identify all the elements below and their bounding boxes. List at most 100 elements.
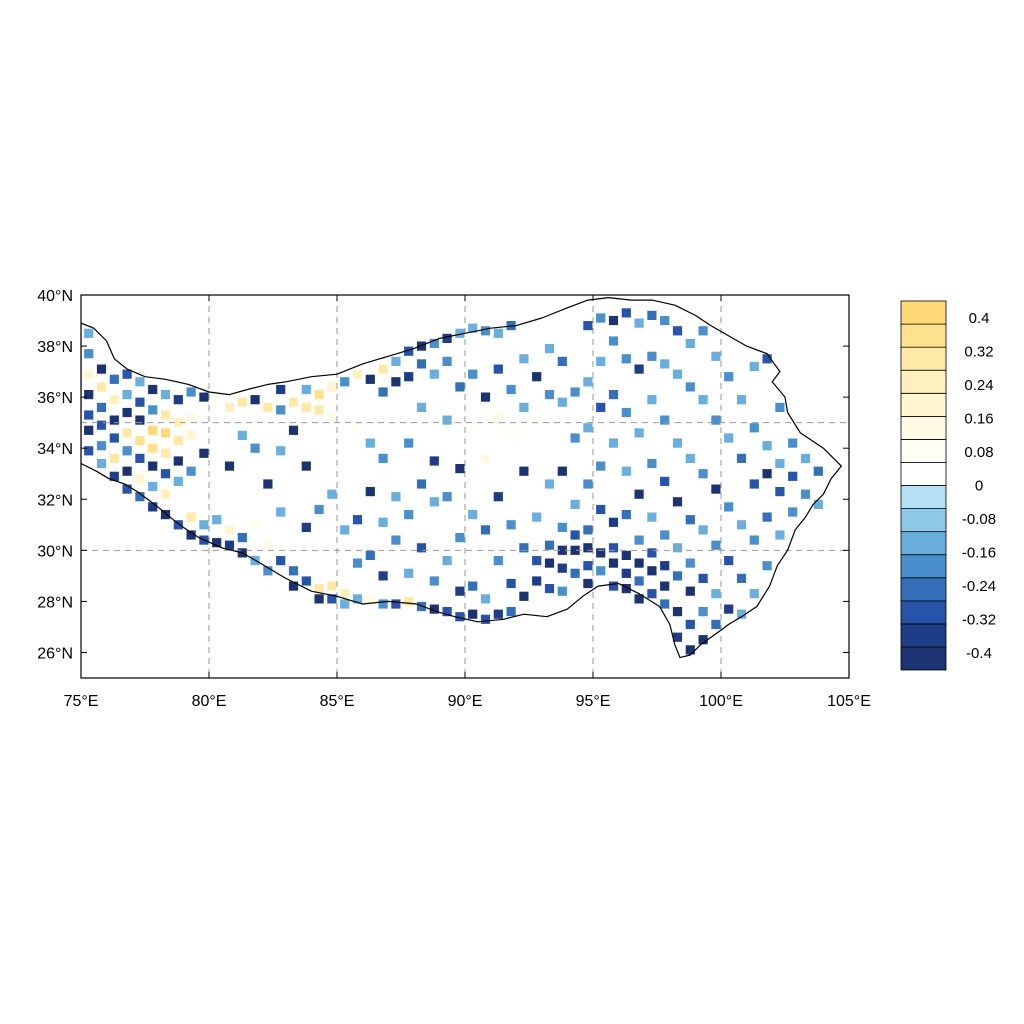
data-cell [570,433,580,443]
data-cell [224,525,235,535]
data-cell [749,479,759,489]
data-cell [544,558,555,568]
data-cell [506,520,516,530]
data-cell [557,545,567,555]
y-tick-label: 36°N [37,390,73,407]
data-cell [237,397,247,407]
data-cell [263,402,273,412]
colorbar-label: -0.4 [966,645,992,662]
data-cell [608,390,619,400]
data-cell [506,578,516,589]
data-cell [122,407,132,418]
data-cell [160,489,171,499]
data-cell [276,384,286,395]
data-cell [340,599,350,609]
data-cell [468,369,478,379]
x-tick-label: 80°E [192,693,227,710]
x-tick-label: 90°E [448,693,483,710]
x-tick-label: 75°E [64,693,99,710]
data-cell [327,581,337,591]
data-cell [135,492,145,502]
data-cell [468,510,478,520]
data-cell [352,369,363,379]
colorbar-swatch [900,300,947,325]
data-cell [327,594,337,604]
data-cell [352,423,363,433]
data-cell [749,361,759,372]
data-cell [634,318,644,328]
data-cell [544,584,555,594]
data-cell [583,543,593,553]
data-cell [557,522,567,532]
data-cell [84,390,94,400]
data-cell [660,599,670,609]
data-cell [135,415,145,425]
data-cell [365,596,375,606]
data-cell [378,453,388,463]
data-cell [468,323,478,333]
data-cell [173,435,183,446]
data-cell [327,413,337,423]
region-boundary-layer [81,297,842,659]
data-cell [660,315,670,326]
data-cell [212,515,222,525]
data-cell [532,413,542,423]
data-cell [685,515,695,525]
gridlines-layer [81,295,849,678]
data-cell [186,387,196,397]
data-cell [583,423,593,433]
data-cell [378,517,388,527]
data-cell [596,356,606,366]
colorbar-swatch [900,485,947,510]
data-cell [122,390,132,400]
data-cell [634,489,644,499]
data-cell [532,372,542,382]
data-cell [762,512,772,522]
data-cell [660,476,670,486]
data-cell [647,395,657,405]
data-cell [135,377,145,387]
data-cell [96,441,107,451]
axis-ticks-layer: 75°E 80°E 85°E 90°E 95°E 100°E 105°E 26°N 28°N 30… [37,288,871,710]
data-cell [237,430,247,440]
data-cell [711,540,721,550]
data-cell [365,374,375,384]
colorbar-label: 0.24 [964,377,993,394]
data-cell [224,461,235,471]
data-cell [212,538,222,548]
data-cell [109,453,119,463]
data-cell [327,382,337,392]
data-cell [544,540,555,550]
data-cell [352,594,363,604]
data-cell [263,540,273,550]
data-cell [647,458,657,469]
data-cell [711,589,721,599]
data-cell [442,556,452,566]
data-cell [276,507,286,517]
colorbar-swatch [900,323,947,348]
data-cell [276,446,286,456]
y-tick-label: 30°N [37,543,73,560]
data-cell [506,428,516,438]
data-cell [724,502,734,512]
colorbar-swatch [900,623,947,648]
data-cell [416,402,427,412]
data-cell [621,407,631,418]
data-cell [519,354,529,364]
data-cell [660,561,670,571]
colorbar-swatch [900,415,947,440]
data-cell [596,402,606,412]
data-cell [135,453,145,463]
data-cell [672,632,683,642]
data-cell [762,561,772,571]
data-cell [596,504,606,515]
data-cell [608,543,619,553]
x-tick-label: 100°E [699,693,743,710]
data-cell [455,464,465,474]
data-cell [160,469,171,479]
data-cell [442,492,452,502]
colorbar-label: -0.24 [962,578,996,595]
data-cell [685,382,695,392]
data-cell [365,438,375,448]
